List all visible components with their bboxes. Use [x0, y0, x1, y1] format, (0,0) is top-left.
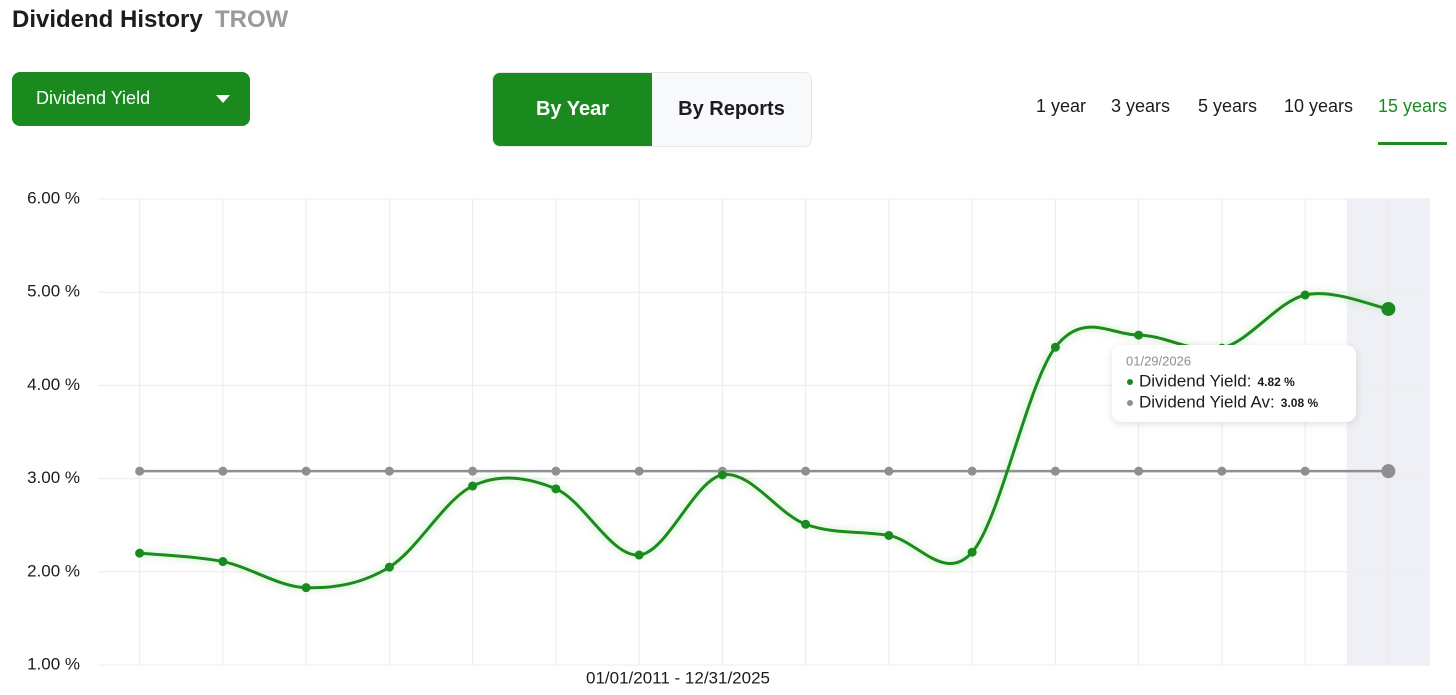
- data-point: [551, 484, 561, 494]
- x-axis-label: 01/01/2011 - 12/31/2025: [586, 668, 770, 687]
- data-point: [884, 530, 894, 540]
- metric-dropdown[interactable]: Dividend Yield: [12, 72, 250, 126]
- data-point: [967, 547, 977, 557]
- range-tab[interactable]: 10 years: [1284, 96, 1354, 116]
- data-point: [717, 470, 727, 480]
- tooltip-dot: [1127, 379, 1133, 385]
- tooltip-label: Dividend Yield:: [1139, 371, 1251, 390]
- tooltip-dot: [1127, 400, 1133, 406]
- data-point: [301, 466, 311, 476]
- data-point: [551, 466, 561, 476]
- data-point: [301, 583, 311, 593]
- data-point: [1381, 464, 1396, 479]
- tooltip: 01/29/2026 Dividend Yield: 4.82 % Dividend …: [1112, 345, 1356, 422]
- data-point: [384, 466, 394, 476]
- data-point: [801, 519, 811, 529]
- data-point: [384, 562, 394, 572]
- range-tab[interactable]: 1 year: [1036, 96, 1087, 116]
- y-tick-label: 2.00 %: [27, 561, 80, 580]
- data-point: [1217, 466, 1227, 476]
- data-point: [1134, 466, 1144, 476]
- ticker: TROW: [215, 6, 289, 33]
- data-point: [801, 466, 811, 476]
- range-tab[interactable]: 5 years: [1198, 96, 1258, 116]
- data-point: [218, 466, 228, 476]
- range-tab[interactable]: 3 years: [1111, 96, 1171, 116]
- page-title: Dividend History: [12, 6, 203, 33]
- dropdown-arrow: [216, 95, 230, 103]
- data-point: [218, 557, 228, 567]
- toggle-by-reports[interactable]: By Reports: [652, 73, 811, 146]
- y-tick-label: 6.00 %: [27, 188, 80, 207]
- tooltip-date: 01/29/2026: [1126, 353, 1191, 368]
- y-tick-label: 3.00 %: [27, 468, 80, 487]
- y-tick-label: 4.00 %: [27, 375, 80, 394]
- tooltip-box: [1112, 345, 1356, 422]
- y-tick-label: 1.00 %: [27, 654, 80, 673]
- data-point: [468, 466, 478, 476]
- view-toggle: By Year By Reports: [492, 72, 812, 147]
- data-point: [884, 466, 894, 476]
- range-tab-active[interactable]: 15 years: [1378, 96, 1448, 145]
- data-point: [1050, 466, 1060, 476]
- data-point: [634, 550, 644, 560]
- data-point: [135, 548, 145, 558]
- data-point: [1300, 466, 1310, 476]
- tooltip-value: 4.82 %: [1257, 375, 1295, 389]
- dropdown-label: Dividend Yield: [36, 88, 151, 108]
- series-line: [139, 292, 1389, 590]
- data-point: [468, 481, 478, 491]
- data-point: [135, 466, 145, 476]
- data-point: [967, 466, 977, 476]
- data-point: [1050, 342, 1060, 352]
- data-point: [1381, 301, 1396, 316]
- data-point: [1300, 290, 1310, 300]
- data-point: [1134, 330, 1144, 340]
- toggle-by-year[interactable]: By Year: [493, 73, 652, 146]
- tooltip-value: 3.08 %: [1281, 396, 1319, 410]
- y-tick-label: 5.00 %: [27, 282, 80, 301]
- data-point: [634, 466, 644, 476]
- tooltip-label: Dividend Yield Av:: [1139, 392, 1275, 411]
